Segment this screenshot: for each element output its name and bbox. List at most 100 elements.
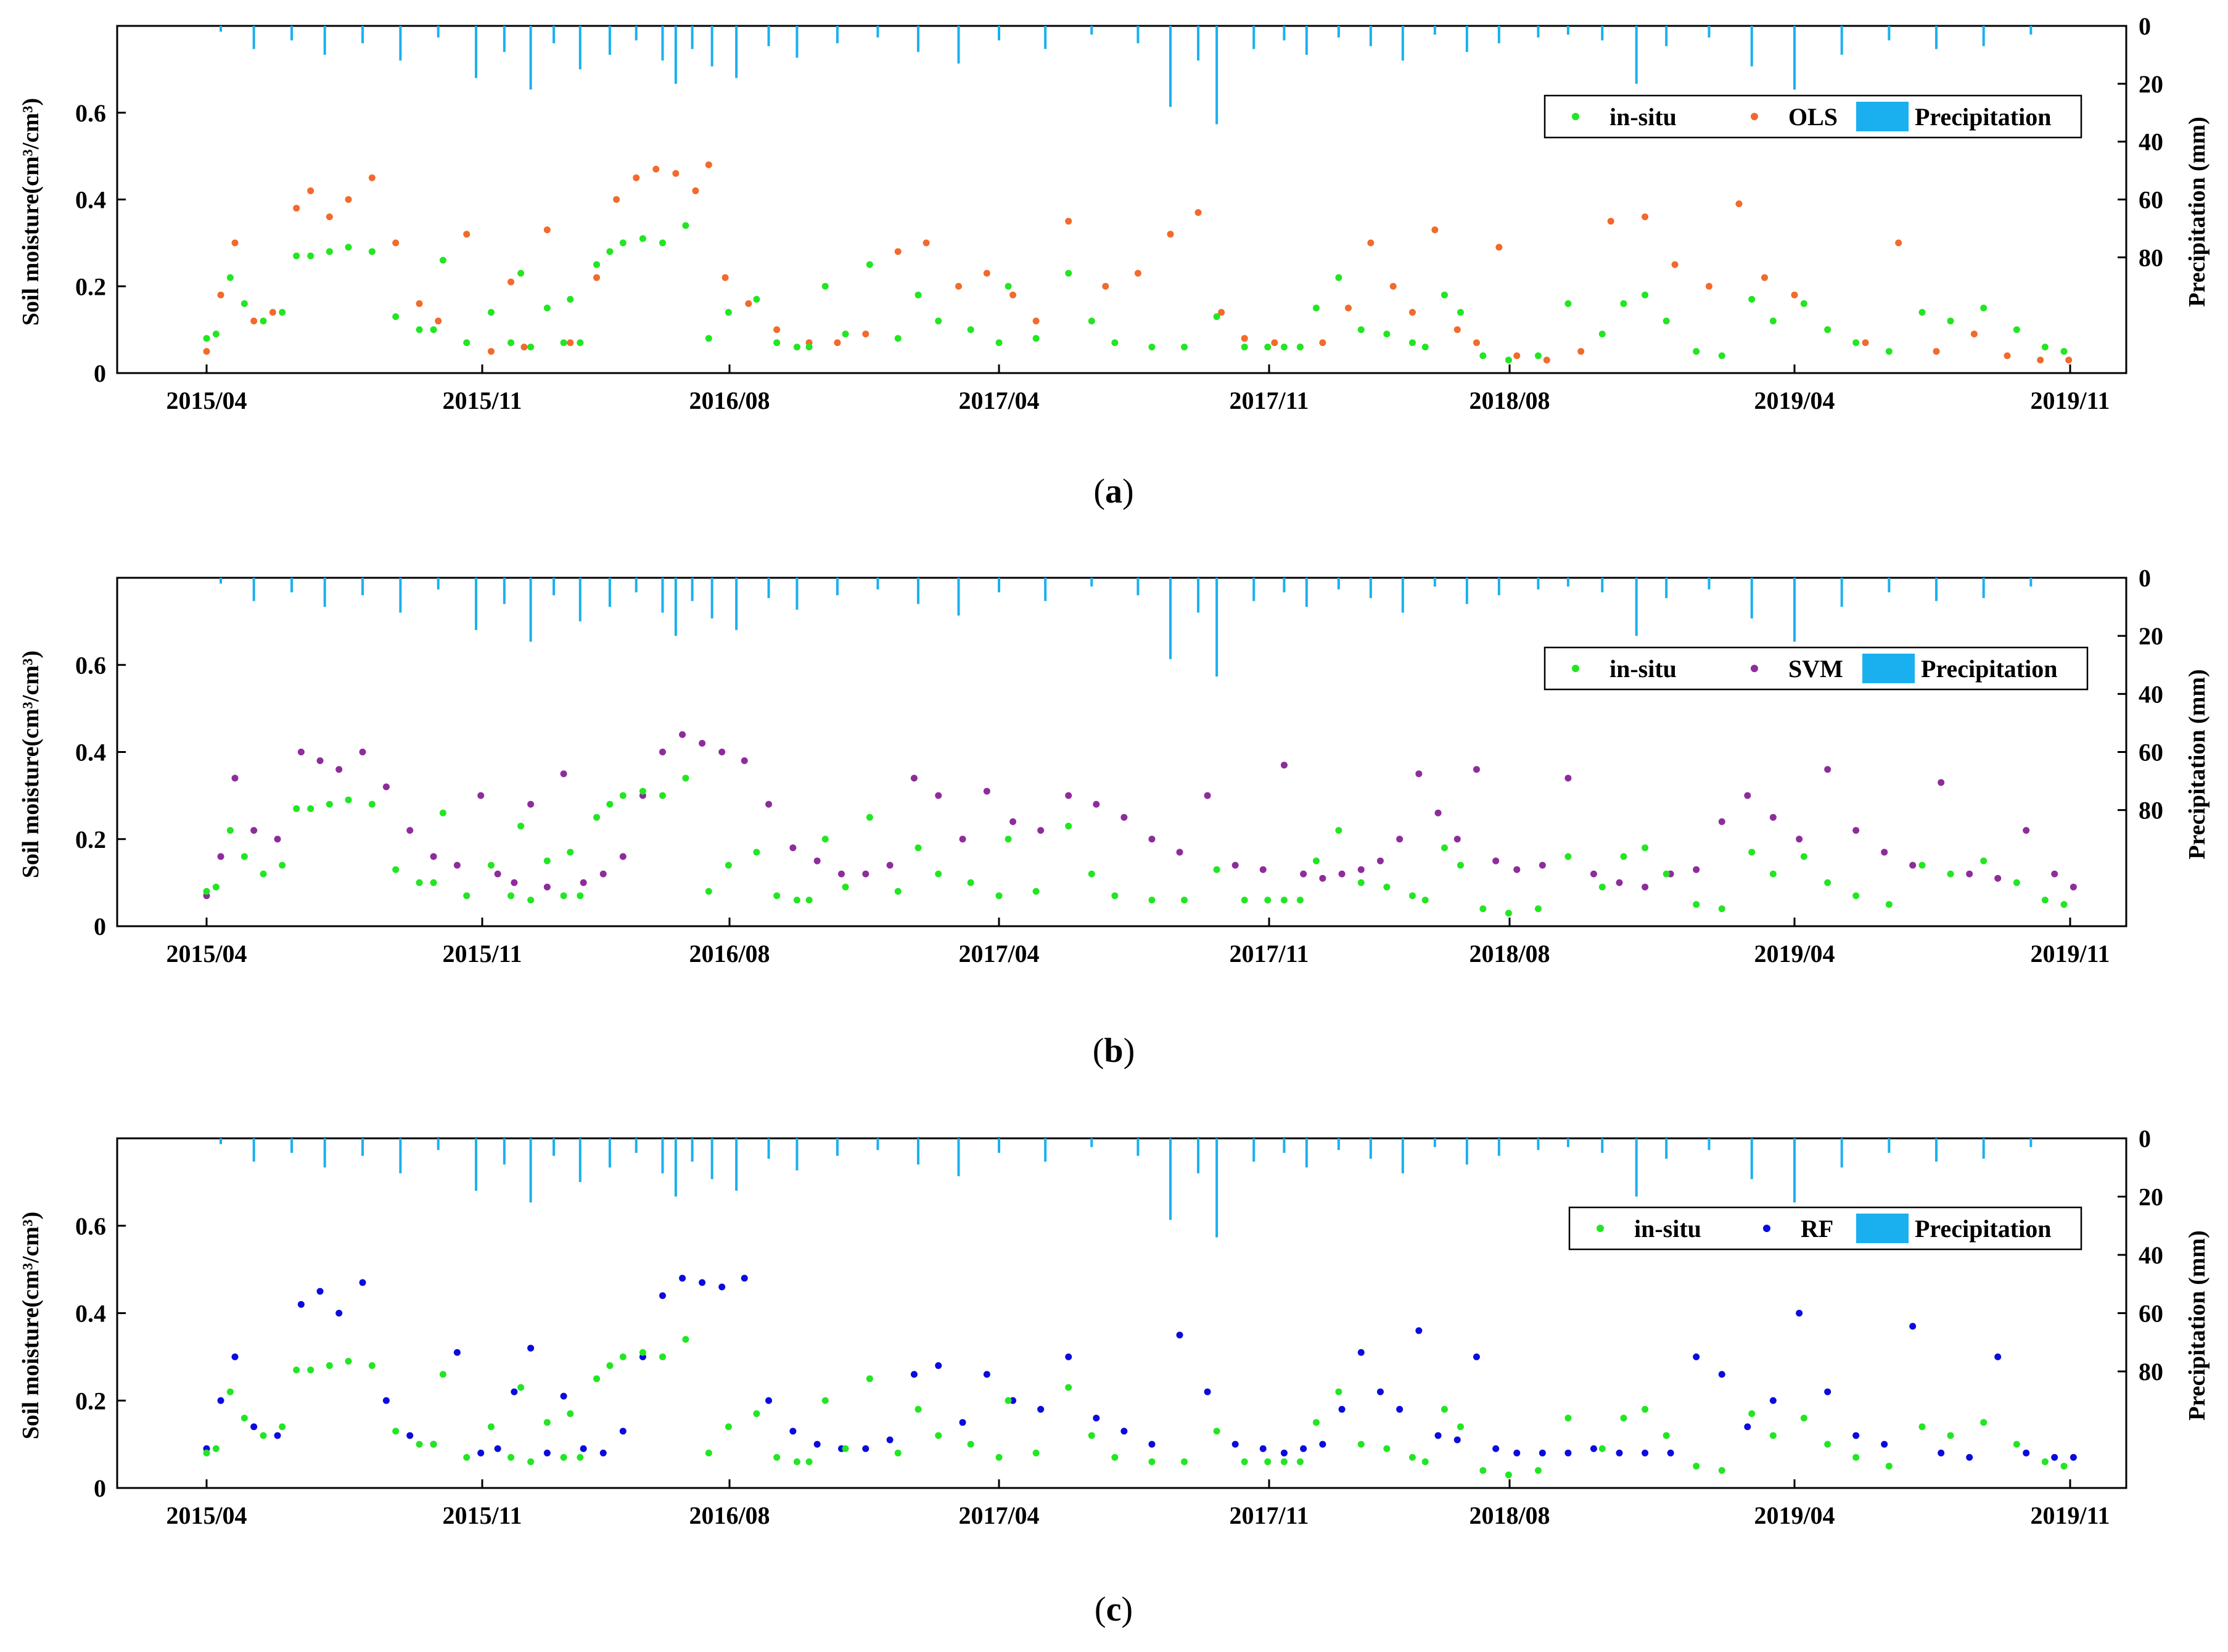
data-point [983,269,990,277]
y2-tick-label: 0 [2139,564,2151,592]
data-point [326,800,333,808]
data-point [1800,1415,1807,1422]
data-point [260,318,267,325]
data-point [1980,857,1988,865]
data-point [1534,905,1542,913]
data-point [2041,897,2049,904]
data-point [527,343,535,351]
x-tick-label: 2018/08 [1469,940,1550,968]
legend-box [1568,1206,2082,1251]
data-point [1663,1432,1670,1439]
data-point [1543,356,1550,364]
data-point [1032,318,1040,325]
data-point [959,1419,966,1426]
data-point [593,261,601,268]
data-point [1335,827,1342,834]
data-point [274,1432,281,1439]
data-point [1505,910,1512,917]
data-point [1453,836,1461,843]
data-point [240,853,248,860]
data-point [567,849,574,856]
data-point [2060,1463,2068,1470]
data-point [2065,356,2073,364]
data-point [1663,870,1670,877]
data-point [1376,1388,1384,1395]
data-point [1241,335,1248,342]
data-point [203,348,210,355]
data-point [345,1357,352,1365]
data-point [1994,874,2002,882]
data-point [1213,313,1220,321]
data-point [1663,318,1670,325]
data-point [773,892,781,900]
data-point [307,805,314,812]
data-point [1231,1440,1239,1448]
data-point [725,861,732,869]
data-point [910,775,918,782]
data-point [705,888,712,895]
data-point [316,757,324,765]
data-point [995,1453,1003,1461]
data-point [453,861,461,869]
data-point [1213,866,1220,873]
data-point [508,1453,515,1461]
data-point [1312,857,1320,865]
data-point [297,749,305,755]
legend-label-insitu: in-situ [1609,103,1677,131]
data-point [1718,1467,1725,1474]
data-point [2041,343,2049,351]
y2-axis-title: Precipitation (mm) [2184,669,2210,860]
data-point [1357,879,1365,886]
data-point [382,1397,390,1404]
data-point [1564,1449,1572,1457]
data-point [543,1449,551,1457]
data-point [1513,1449,1521,1457]
data-point [1852,1453,1860,1461]
data-point [910,1371,918,1378]
legend-label-insitu: in-situ [1609,655,1677,683]
data-point [1796,1310,1803,1317]
data-point [1718,818,1725,825]
data-point [725,308,732,316]
data-point [837,870,845,877]
data-point [1564,775,1572,782]
data-point [1408,308,1416,316]
data-point [1513,352,1521,360]
data-point [765,800,773,808]
data-point [1431,226,1439,234]
data-point [335,1310,343,1317]
data-point [1590,870,1597,877]
y-tick-label: 0.2 [75,1387,106,1415]
data-point [2023,827,2030,834]
data-point [1947,318,1954,325]
data-point [335,766,343,773]
y-axis-title: Soil moisture(cm³/cm³) [18,98,44,326]
panel-caption: (a) [1093,472,1133,511]
data-point [435,318,442,325]
data-point [560,892,567,900]
data-point [1800,300,1807,307]
data-point [1296,897,1304,904]
data-point [217,1397,224,1404]
data-point [508,892,515,900]
data-point [212,1445,220,1452]
data-point [203,335,210,342]
data-point [1338,1405,1346,1413]
data-point [1761,274,1769,281]
data-point [1037,827,1045,834]
data-point [1241,1458,1248,1465]
data-point [527,1458,535,1465]
x-tick-label: 2019/04 [1754,940,1835,968]
data-point [1441,844,1448,852]
y2-tick-label: 60 [2139,186,2163,214]
data-point [1453,1436,1461,1444]
data-point [1895,239,1902,247]
y2-axis-title: Precipitation (mm) [2184,1230,2210,1421]
legend-swatch-precipitation [1856,1214,1909,1243]
x-tick-label: 2018/08 [1469,1502,1550,1529]
data-point [1495,244,1503,251]
data-point [1796,836,1803,843]
y-tick-label: 0.2 [75,273,106,300]
data-point [705,1449,712,1457]
data-point [955,282,962,290]
